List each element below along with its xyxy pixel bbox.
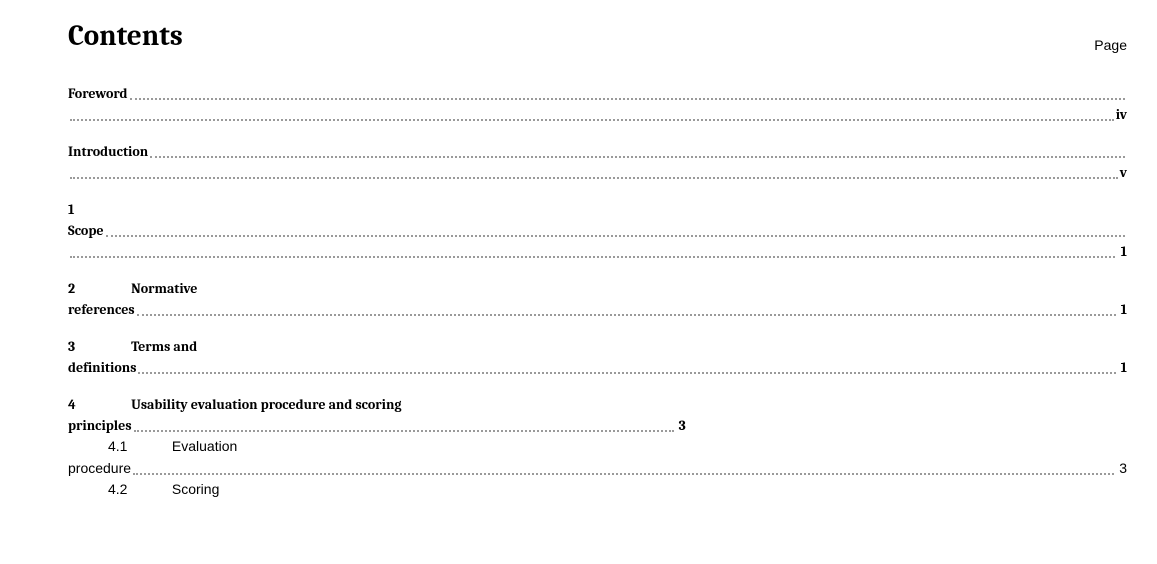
page-label: Page [1094, 37, 1127, 53]
toc-subentry-4-2: 4.2 Scoring [68, 479, 1127, 501]
toc-page: 3 [679, 415, 686, 436]
toc-subnumber: 4.2 [108, 479, 168, 501]
toc-entry-1: 1 Scope 1 [68, 199, 1127, 262]
toc-subnumber: 4.1 [108, 436, 168, 458]
toc-label-post: definitions [68, 357, 136, 378]
toc-page: v [1120, 162, 1127, 183]
dot-leader [70, 119, 1114, 121]
toc-subentry-4-1: 4.1 Evaluation procedure 3 [68, 436, 1127, 479]
toc-label-pre: Usability evaluation procedure and scori… [131, 396, 401, 413]
toc-label: Introduction [68, 141, 148, 162]
toc-sublabel-pre: Scoring [172, 481, 219, 497]
dot-leader [70, 177, 1118, 179]
toc-label-post: principles [68, 415, 132, 436]
toc-label-pre: Normative [131, 280, 197, 297]
toc-entry-introduction: Introduction v [68, 141, 1127, 183]
toc-number: 4 [68, 394, 128, 415]
toc-page: 1 [1118, 299, 1127, 320]
dot-leader [133, 473, 1114, 475]
toc-header: Contents Page [68, 20, 1127, 53]
toc-sublabel-post: procedure [68, 458, 131, 480]
contents-title: Contents [68, 20, 183, 53]
toc-page: iv [1116, 104, 1127, 125]
dot-leader [134, 430, 674, 432]
dot-leader [106, 235, 1125, 237]
toc-subpage: 3 [1116, 458, 1127, 480]
dot-leader [150, 156, 1125, 158]
toc-number: 3 [68, 336, 128, 357]
toc-entry-4: 4 Usability evaluation procedure and sco… [68, 394, 1127, 501]
toc-page: 1 [1121, 241, 1127, 262]
toc-label: Foreword [68, 83, 128, 104]
toc-entry-3: 3 Terms and definitions 1 [68, 336, 1127, 378]
dot-leader [137, 314, 1116, 316]
toc-label: Scope [68, 220, 104, 241]
toc-entry-2: 2 Normative references 1 [68, 278, 1127, 320]
dot-leader [138, 372, 1115, 374]
toc-label-post: references [68, 299, 135, 320]
dot-leader [70, 256, 1115, 258]
toc-number: 2 [68, 278, 128, 299]
toc-label-pre: Terms and [131, 338, 197, 355]
toc-page: 1 [1118, 357, 1127, 378]
toc-entry-foreword: Foreword iv [68, 83, 1127, 125]
dot-leader [130, 98, 1125, 100]
toc-number: 1 [68, 199, 1127, 220]
toc-sublabel-pre: Evaluation [172, 438, 237, 454]
